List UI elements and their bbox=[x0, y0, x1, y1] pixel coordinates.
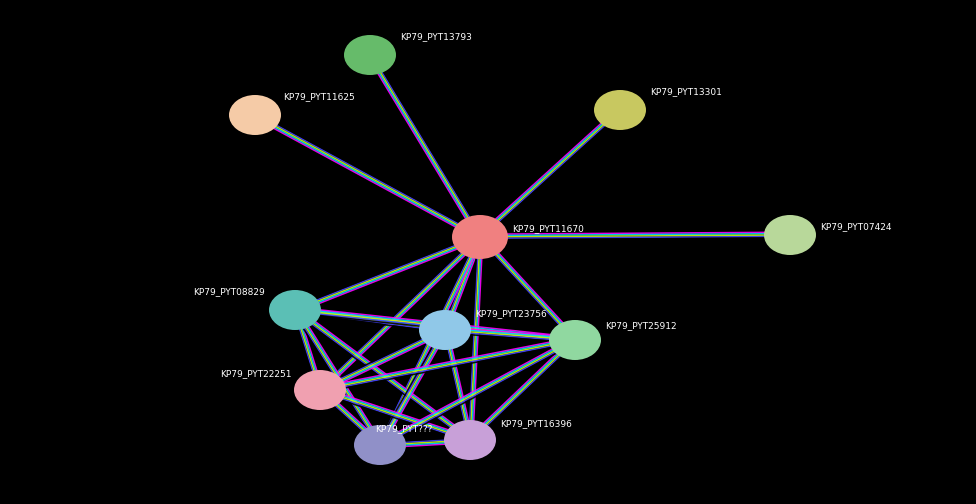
Ellipse shape bbox=[594, 90, 646, 130]
Text: KP79_PYT13793: KP79_PYT13793 bbox=[400, 32, 471, 41]
Text: KP79_PYT13301: KP79_PYT13301 bbox=[650, 88, 722, 96]
Text: KP79_PYT16396: KP79_PYT16396 bbox=[500, 419, 572, 428]
Text: KP79_PYT08829: KP79_PYT08829 bbox=[193, 287, 265, 296]
Text: KP79_PYT23756: KP79_PYT23756 bbox=[475, 309, 547, 319]
Ellipse shape bbox=[764, 215, 816, 255]
Ellipse shape bbox=[344, 35, 396, 75]
Ellipse shape bbox=[452, 215, 508, 259]
Text: KP79_PYT07424: KP79_PYT07424 bbox=[820, 222, 891, 231]
Ellipse shape bbox=[444, 420, 496, 460]
Ellipse shape bbox=[294, 370, 346, 410]
Text: KP79_PYT???: KP79_PYT??? bbox=[375, 424, 432, 433]
Ellipse shape bbox=[354, 425, 406, 465]
Text: KP79_PYT11670: KP79_PYT11670 bbox=[512, 224, 584, 233]
Text: KP79_PYT22251: KP79_PYT22251 bbox=[221, 369, 292, 379]
Ellipse shape bbox=[549, 320, 601, 360]
Ellipse shape bbox=[229, 95, 281, 135]
Ellipse shape bbox=[269, 290, 321, 330]
Text: KP79_PYT11625: KP79_PYT11625 bbox=[283, 93, 354, 101]
Text: KP79_PYT25912: KP79_PYT25912 bbox=[605, 322, 676, 331]
Ellipse shape bbox=[419, 310, 471, 350]
